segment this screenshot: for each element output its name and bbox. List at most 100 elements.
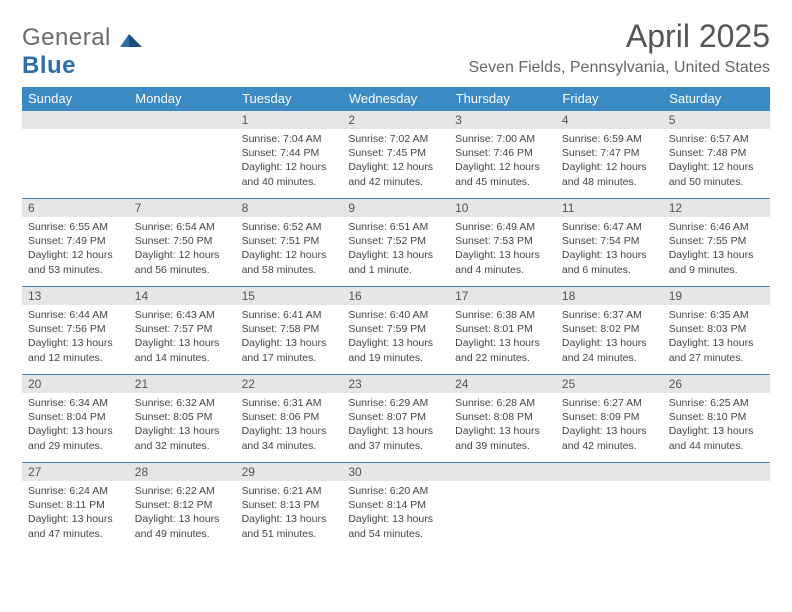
sunrise-line: Sunrise: 6:40 AM [348, 308, 443, 322]
day-number-bar-empty [556, 462, 663, 481]
day-cell: 25Sunrise: 6:27 AMSunset: 8:09 PMDayligh… [556, 374, 663, 462]
sunrise-line: Sunrise: 6:46 AM [669, 220, 764, 234]
calendar-row: 27Sunrise: 6:24 AMSunset: 8:11 PMDayligh… [22, 462, 770, 550]
calendar-table: SundayMondayTuesdayWednesdayThursdayFrid… [22, 87, 770, 550]
day-number-bar: 27 [22, 462, 129, 481]
calendar-row: 1Sunrise: 7:04 AMSunset: 7:44 PMDaylight… [22, 110, 770, 198]
day-cell: 6Sunrise: 6:55 AMSunset: 7:49 PMDaylight… [22, 198, 129, 286]
calendar-cell: 8Sunrise: 6:52 AMSunset: 7:51 PMDaylight… [236, 198, 343, 286]
day-body: Sunrise: 6:54 AMSunset: 7:50 PMDaylight:… [129, 217, 236, 281]
sunset-line: Sunset: 8:01 PM [455, 322, 550, 336]
sunset-line: Sunset: 8:12 PM [135, 498, 230, 512]
calendar-cell: 4Sunrise: 6:59 AMSunset: 7:47 PMDaylight… [556, 110, 663, 198]
day-number-bar: 7 [129, 198, 236, 217]
daylight-line: Daylight: 13 hours and 54 minutes. [348, 512, 443, 540]
day-cell: 15Sunrise: 6:41 AMSunset: 7:58 PMDayligh… [236, 286, 343, 374]
sunrise-line: Sunrise: 7:00 AM [455, 132, 550, 146]
day-cell: 14Sunrise: 6:43 AMSunset: 7:57 PMDayligh… [129, 286, 236, 374]
day-body: Sunrise: 6:49 AMSunset: 7:53 PMDaylight:… [449, 217, 556, 281]
sunrise-line: Sunrise: 6:28 AM [455, 396, 550, 410]
daylight-line: Daylight: 13 hours and 12 minutes. [28, 336, 123, 364]
sunrise-line: Sunrise: 6:43 AM [135, 308, 230, 322]
calendar-row: 20Sunrise: 6:34 AMSunset: 8:04 PMDayligh… [22, 374, 770, 462]
calendar-cell: 25Sunrise: 6:27 AMSunset: 8:09 PMDayligh… [556, 374, 663, 462]
sunset-line: Sunset: 8:13 PM [242, 498, 337, 512]
sunset-line: Sunset: 7:58 PM [242, 322, 337, 336]
brand-logo: General Blue [22, 24, 145, 80]
day-cell: 10Sunrise: 6:49 AMSunset: 7:53 PMDayligh… [449, 198, 556, 286]
calendar-cell [22, 110, 129, 198]
sunset-line: Sunset: 7:50 PM [135, 234, 230, 248]
calendar-cell [556, 462, 663, 550]
calendar-cell: 12Sunrise: 6:46 AMSunset: 7:55 PMDayligh… [663, 198, 770, 286]
day-number-bar: 16 [342, 286, 449, 305]
day-number-bar: 28 [129, 462, 236, 481]
weekday-header: Monday [129, 87, 236, 110]
day-cell: 22Sunrise: 6:31 AMSunset: 8:06 PMDayligh… [236, 374, 343, 462]
sunrise-line: Sunrise: 6:57 AM [669, 132, 764, 146]
calendar-cell [663, 462, 770, 550]
day-body: Sunrise: 6:35 AMSunset: 8:03 PMDaylight:… [663, 305, 770, 369]
day-number-bar: 13 [22, 286, 129, 305]
calendar-cell: 27Sunrise: 6:24 AMSunset: 8:11 PMDayligh… [22, 462, 129, 550]
day-body: Sunrise: 6:55 AMSunset: 7:49 PMDaylight:… [22, 217, 129, 281]
day-body: Sunrise: 6:59 AMSunset: 7:47 PMDaylight:… [556, 129, 663, 193]
day-body: Sunrise: 6:57 AMSunset: 7:48 PMDaylight:… [663, 129, 770, 193]
day-cell: 13Sunrise: 6:44 AMSunset: 7:56 PMDayligh… [22, 286, 129, 374]
weekday-header: Thursday [449, 87, 556, 110]
brand-text: General Blue [22, 24, 145, 80]
day-cell: 21Sunrise: 6:32 AMSunset: 8:05 PMDayligh… [129, 374, 236, 462]
day-cell: 4Sunrise: 6:59 AMSunset: 7:47 PMDaylight… [556, 110, 663, 198]
daylight-line: Daylight: 13 hours and 6 minutes. [562, 248, 657, 276]
calendar-cell [449, 462, 556, 550]
day-body: Sunrise: 6:20 AMSunset: 8:14 PMDaylight:… [342, 481, 449, 545]
daylight-line: Daylight: 13 hours and 27 minutes. [669, 336, 764, 364]
sunrise-line: Sunrise: 6:35 AM [669, 308, 764, 322]
calendar-cell: 2Sunrise: 7:02 AMSunset: 7:45 PMDaylight… [342, 110, 449, 198]
daylight-line: Daylight: 13 hours and 34 minutes. [242, 424, 337, 452]
sunrise-line: Sunrise: 6:25 AM [669, 396, 764, 410]
weekday-header: Tuesday [236, 87, 343, 110]
daylight-line: Daylight: 13 hours and 49 minutes. [135, 512, 230, 540]
calendar-cell: 29Sunrise: 6:21 AMSunset: 8:13 PMDayligh… [236, 462, 343, 550]
calendar-cell: 10Sunrise: 6:49 AMSunset: 7:53 PMDayligh… [449, 198, 556, 286]
weekday-header: Friday [556, 87, 663, 110]
day-cell: 29Sunrise: 6:21 AMSunset: 8:13 PMDayligh… [236, 462, 343, 550]
weekday-header: Wednesday [342, 87, 449, 110]
day-number-bar-empty [663, 462, 770, 481]
page-root: General Blue April 2025 Seven Fields, Pe… [0, 0, 792, 550]
daylight-line: Daylight: 13 hours and 39 minutes. [455, 424, 550, 452]
weekday-header: Saturday [663, 87, 770, 110]
sunset-line: Sunset: 7:47 PM [562, 146, 657, 160]
sunset-line: Sunset: 7:56 PM [28, 322, 123, 336]
sunrise-line: Sunrise: 6:29 AM [348, 396, 443, 410]
calendar-row: 13Sunrise: 6:44 AMSunset: 7:56 PMDayligh… [22, 286, 770, 374]
sunrise-line: Sunrise: 6:24 AM [28, 484, 123, 498]
day-number-bar-empty [449, 462, 556, 481]
daylight-line: Daylight: 12 hours and 56 minutes. [135, 248, 230, 276]
calendar-cell: 14Sunrise: 6:43 AMSunset: 7:57 PMDayligh… [129, 286, 236, 374]
day-number-bar-empty [129, 110, 236, 129]
calendar-cell: 16Sunrise: 6:40 AMSunset: 7:59 PMDayligh… [342, 286, 449, 374]
day-number-bar: 15 [236, 286, 343, 305]
day-body: Sunrise: 6:29 AMSunset: 8:07 PMDaylight:… [342, 393, 449, 457]
day-number-bar: 11 [556, 198, 663, 217]
sunrise-line: Sunrise: 6:59 AM [562, 132, 657, 146]
calendar-cell: 21Sunrise: 6:32 AMSunset: 8:05 PMDayligh… [129, 374, 236, 462]
day-cell: 12Sunrise: 6:46 AMSunset: 7:55 PMDayligh… [663, 198, 770, 286]
day-number-bar: 1 [236, 110, 343, 129]
weekday-header: Sunday [22, 87, 129, 110]
day-body: Sunrise: 6:41 AMSunset: 7:58 PMDaylight:… [236, 305, 343, 369]
calendar-cell: 19Sunrise: 6:35 AMSunset: 8:03 PMDayligh… [663, 286, 770, 374]
day-number-bar: 8 [236, 198, 343, 217]
calendar-cell: 18Sunrise: 6:37 AMSunset: 8:02 PMDayligh… [556, 286, 663, 374]
daylight-line: Daylight: 12 hours and 48 minutes. [562, 160, 657, 188]
daylight-line: Daylight: 12 hours and 53 minutes. [28, 248, 123, 276]
day-cell: 20Sunrise: 6:34 AMSunset: 8:04 PMDayligh… [22, 374, 129, 462]
sunrise-line: Sunrise: 6:38 AM [455, 308, 550, 322]
calendar-cell: 13Sunrise: 6:44 AMSunset: 7:56 PMDayligh… [22, 286, 129, 374]
day-cell: 5Sunrise: 6:57 AMSunset: 7:48 PMDaylight… [663, 110, 770, 198]
day-number-bar: 2 [342, 110, 449, 129]
sunrise-line: Sunrise: 6:54 AM [135, 220, 230, 234]
daylight-line: Daylight: 12 hours and 42 minutes. [348, 160, 443, 188]
